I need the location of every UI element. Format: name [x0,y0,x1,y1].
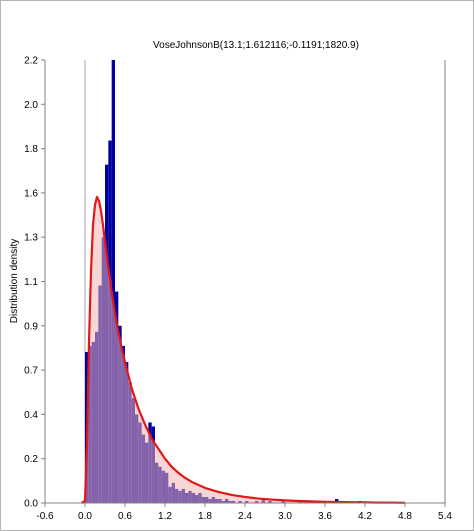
x-tick-label: 1.8 [198,511,212,522]
y-tick-label: 1.3 [24,233,38,244]
y-tick-label: 0.9 [24,321,38,332]
y-tick-label: 2.0 [24,100,38,111]
x-tick-label: 0.0 [78,511,92,522]
y-axis-ticks: 0.0 0.2 0.4 0.7 0.9 1.1 1.3 1.6 1.8 2.0 2.2 [24,56,45,510]
y-tick-label: 0.0 [24,499,38,510]
density-curve [81,195,406,504]
y-tick-label: 1.6 [24,188,38,199]
y-tick-label: 0.7 [24,366,38,377]
x-tick-label: 2.4 [238,511,252,522]
x-axis-ticks: -0.6 0.0 0.6 1.2 1.8 2.4 3.0 3.6 4.2 4.8 5.4 [36,503,452,522]
x-tick-label: -0.6 [36,511,54,522]
x-tick-label: 3.6 [318,511,332,522]
histogram-bar [111,60,115,503]
y-tick-label: 1.1 [24,277,38,288]
chart-title: VoseJohnsonB(13.1;1.612116;-0.1191;1820.… [153,40,359,51]
y-tick-label: 1.8 [24,144,38,155]
x-tick-label: 3.0 [278,511,292,522]
x-tick-label: 0.6 [118,511,132,522]
x-tick-label: 4.2 [358,511,372,522]
x-tick-label: 1.2 [158,511,172,522]
density-curve-fill [81,196,406,503]
y-tick-label: 0.2 [24,454,38,465]
y-axis-label: Distribution density [9,239,20,323]
y-tick-label: 2.2 [24,56,38,67]
y-tick-label: 0.4 [24,410,38,421]
x-tick-label: 4.8 [398,511,412,522]
x-tick-label: 5.4 [438,511,452,522]
